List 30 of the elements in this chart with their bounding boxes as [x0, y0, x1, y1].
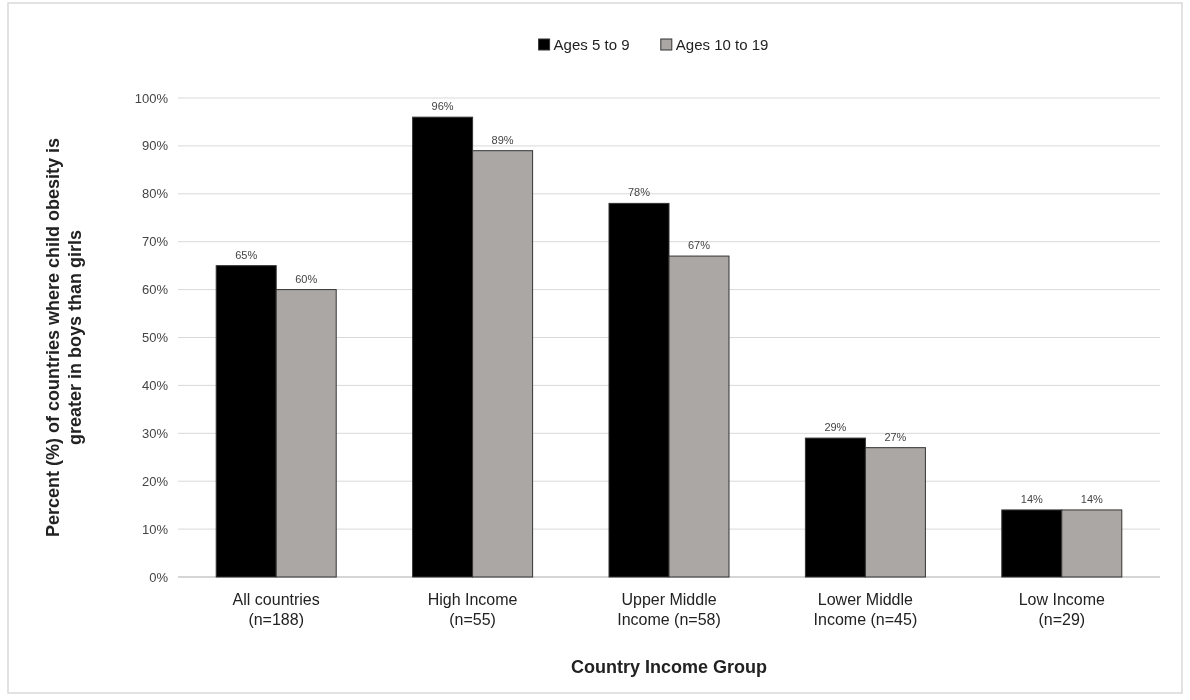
y-tick-label: 20% [141, 473, 169, 489]
y-tick-label: 30% [141, 425, 169, 441]
data-label: 65% [235, 248, 258, 261]
y-tick-label: 90% [141, 138, 169, 154]
x-tick-label: Lower Middle Income (n=45) [813, 591, 918, 628]
y-tick-label: 100% [134, 90, 169, 106]
data-label: 14% [1020, 492, 1044, 505]
data-label: 27% [884, 430, 907, 443]
y-tick-label: 70% [141, 234, 169, 250]
y-axis-title: Percent (%) of countries where child obesity is greater in boys than girls [43, 137, 85, 538]
x-tick-label: Low Income (n=29) [1018, 591, 1106, 628]
data-label: 78% [627, 186, 651, 199]
y-tick-label: 60% [141, 282, 169, 298]
data-label: 60% [295, 272, 318, 285]
legend-label: Ages 10 to 19 [675, 36, 769, 54]
legend-label: Ages 5 to 9 [553, 36, 630, 54]
data-label: 67% [687, 239, 711, 252]
data-label: 89% [491, 133, 514, 146]
x-tick-label: High Income (n=55) [427, 591, 518, 628]
y-tick-label: 80% [141, 186, 169, 202]
y-tick-label: 50% [141, 330, 169, 346]
data-label: 29% [824, 421, 847, 434]
x-tick-label: All countries (n=188) [232, 591, 320, 628]
y-tick-label: 0% [149, 569, 169, 585]
y-tick-label: 10% [141, 521, 169, 537]
y-tick-label: 40% [141, 377, 169, 393]
x-axis-title: Country Income Group [570, 657, 768, 677]
data-label: 14% [1080, 492, 1104, 505]
x-tick-label: Upper Middle Income (n=58) [617, 591, 721, 628]
data-label: 96% [431, 100, 454, 113]
